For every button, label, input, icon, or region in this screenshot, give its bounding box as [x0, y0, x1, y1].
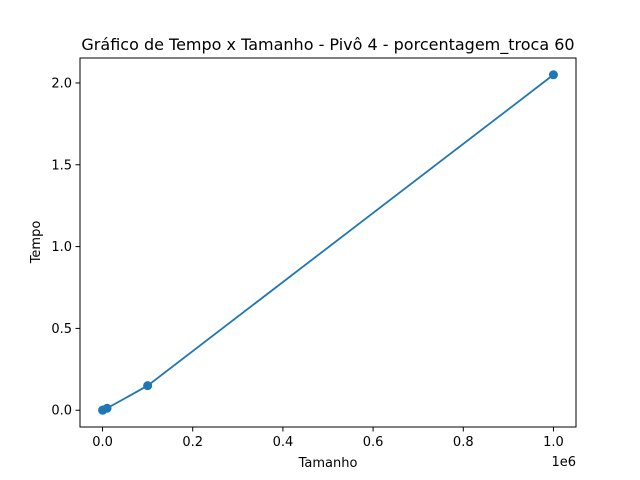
x-axis: 0.0 0.2 0.4 0.6 0.8 1.0: [92, 427, 564, 450]
y-axis: 0.0 0.5 1.0 1.5 2.0: [51, 76, 80, 419]
y-axis-label: Tempo: [29, 221, 44, 265]
x-tick-label: 0.2: [182, 435, 203, 450]
y-tick-label: 1.0: [51, 240, 72, 255]
x-axis-offset-label: 1e6: [551, 455, 576, 470]
plot-frame: [79, 57, 577, 428]
y-tick-label: 0.5: [51, 322, 72, 337]
data-point: [143, 381, 153, 391]
data-point: [548, 70, 558, 80]
data-point: [102, 403, 112, 413]
y-tick-label: 0.0: [51, 404, 72, 419]
chart-title: Gráfico de Tempo x Tamanho - Pivô 4 - po…: [81, 35, 574, 55]
x-axis-label: Tamanho: [298, 456, 358, 471]
y-tick-label: 2.0: [51, 76, 72, 91]
x-tick-label: 0.8: [453, 435, 474, 450]
y-tick-label: 1.5: [51, 158, 72, 173]
series-layer: [98, 70, 558, 415]
plot-area: [79, 57, 577, 428]
x-tick-label: 0.0: [92, 435, 113, 450]
x-tick-label: 1.0: [543, 435, 564, 450]
x-tick-label: 0.4: [273, 435, 294, 450]
x-tick-label: 0.6: [363, 435, 384, 450]
